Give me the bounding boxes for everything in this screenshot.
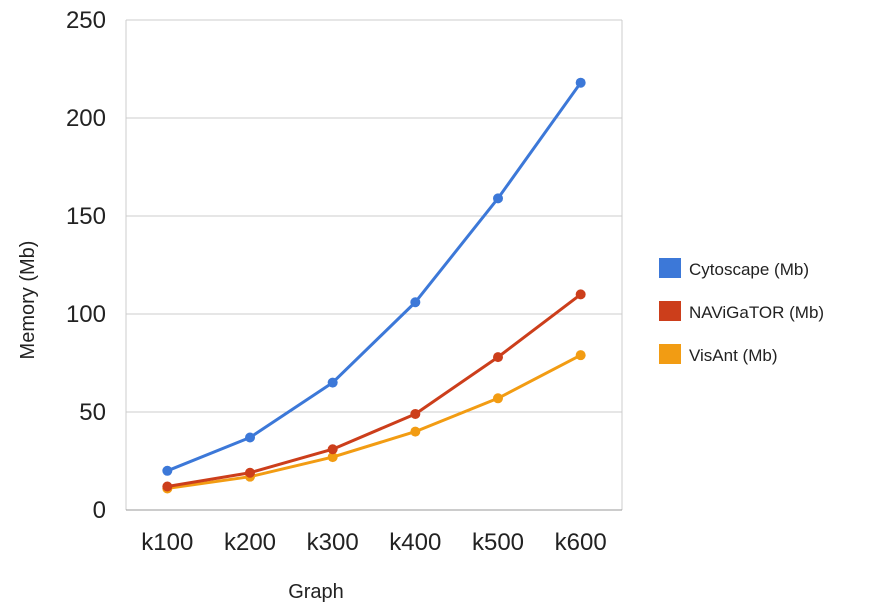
y-axis-title: Memory (Mb) (17, 241, 39, 360)
series-line-1 (167, 293, 582, 488)
x-tick-label: k100 (141, 529, 193, 556)
x-tick-label: k400 (389, 529, 441, 556)
legend-swatch (659, 258, 681, 278)
y-tick-label: 200 (66, 105, 106, 132)
series-lines (162, 77, 586, 494)
data-point (493, 393, 503, 404)
data-point (410, 297, 421, 308)
data-point (327, 452, 338, 463)
x-axis-title: Graph (288, 581, 344, 603)
data-point (575, 350, 586, 361)
x-axis-ticks: k100 k200 k300 k400 k500 k600 (141, 529, 606, 556)
gridlines (125, 19, 623, 511)
data-point (575, 77, 586, 88)
data-point (245, 432, 255, 443)
data-point (162, 465, 173, 476)
series-line-0 (166, 81, 582, 473)
data-point (493, 352, 503, 363)
data-point (410, 408, 421, 419)
x-tick-label: k200 (224, 529, 276, 556)
legend-swatch (659, 344, 681, 364)
x-tick-label: k500 (472, 529, 524, 556)
legend: Cytoscape (Mb) NAViGaTOR (Mb) VisAnt (Mb) (659, 258, 824, 365)
x-tick-label: k300 (307, 529, 359, 556)
y-tick-label: 0 (93, 497, 106, 524)
series-line-2 (167, 353, 582, 490)
series-1 (162, 289, 586, 492)
legend-swatch (659, 301, 681, 321)
series-0 (162, 77, 586, 476)
data-point (410, 426, 421, 437)
legend-label: Cytoscape (Mb) (689, 260, 809, 279)
legend-label: VisAnt (Mb) (689, 346, 778, 365)
data-point (493, 193, 503, 204)
data-point (162, 481, 173, 492)
data-point (245, 467, 255, 478)
data-point (575, 289, 586, 300)
x-tick-label: k600 (555, 529, 607, 556)
y-tick-label: 100 (66, 301, 106, 328)
y-tick-label: 250 (66, 7, 106, 34)
data-point (327, 444, 338, 455)
y-tick-label: 50 (79, 399, 106, 426)
y-tick-label: 150 (66, 203, 106, 230)
y-axis-ticks: 0 50 100 150 200 250 (66, 7, 106, 524)
data-point (327, 377, 338, 388)
series-2 (162, 350, 586, 494)
legend-label: NAViGaTOR (Mb) (689, 303, 824, 322)
